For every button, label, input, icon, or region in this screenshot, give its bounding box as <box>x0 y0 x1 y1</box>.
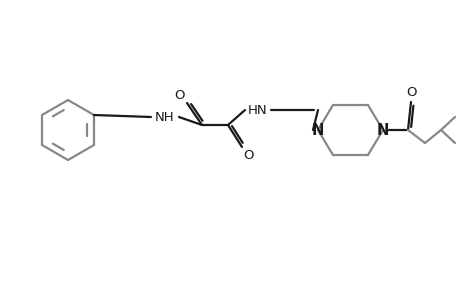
Text: NH: NH <box>155 110 174 124</box>
Text: HN: HN <box>248 103 267 116</box>
Text: O: O <box>174 88 185 101</box>
Text: O: O <box>243 148 254 161</box>
Text: N: N <box>376 122 388 137</box>
Text: O: O <box>406 85 416 98</box>
Text: N: N <box>311 122 324 137</box>
